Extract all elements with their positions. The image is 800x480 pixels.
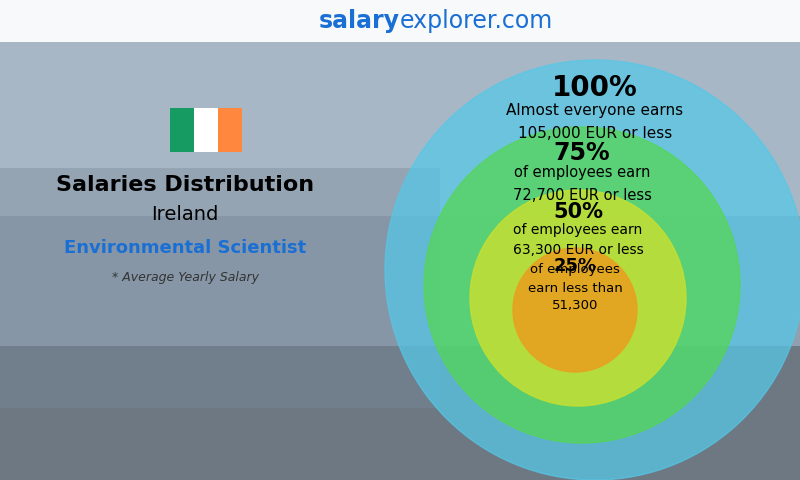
Text: 50%: 50% [553,202,603,222]
Text: Ireland: Ireland [151,205,218,225]
Text: * Average Yearly Salary: * Average Yearly Salary [111,272,258,285]
Text: of employees earn
63,300 EUR or less: of employees earn 63,300 EUR or less [513,223,643,257]
Text: 100%: 100% [552,74,638,102]
Text: salary: salary [319,9,400,33]
Circle shape [513,248,637,372]
Bar [0,168,440,408]
Bar [0,346,800,480]
Text: Salaries Distribution: Salaries Distribution [56,175,314,195]
Text: of employees
earn less than
51,300: of employees earn less than 51,300 [528,264,622,312]
Text: explorer.com: explorer.com [400,9,554,33]
Text: Environmental Scientist: Environmental Scientist [64,239,306,257]
Text: 25%: 25% [554,257,597,275]
Circle shape [385,60,800,480]
Text: Almost everyone earns
105,000 EUR or less: Almost everyone earns 105,000 EUR or les… [506,103,683,141]
Bar [0,0,800,216]
Text: 75%: 75% [554,141,610,165]
Bar [194,108,218,152]
Circle shape [424,127,740,443]
Bar [170,108,194,152]
Bar [218,108,242,152]
Circle shape [470,190,686,406]
Text: of employees earn
72,700 EUR or less: of employees earn 72,700 EUR or less [513,166,651,203]
Bar [0,0,800,42]
